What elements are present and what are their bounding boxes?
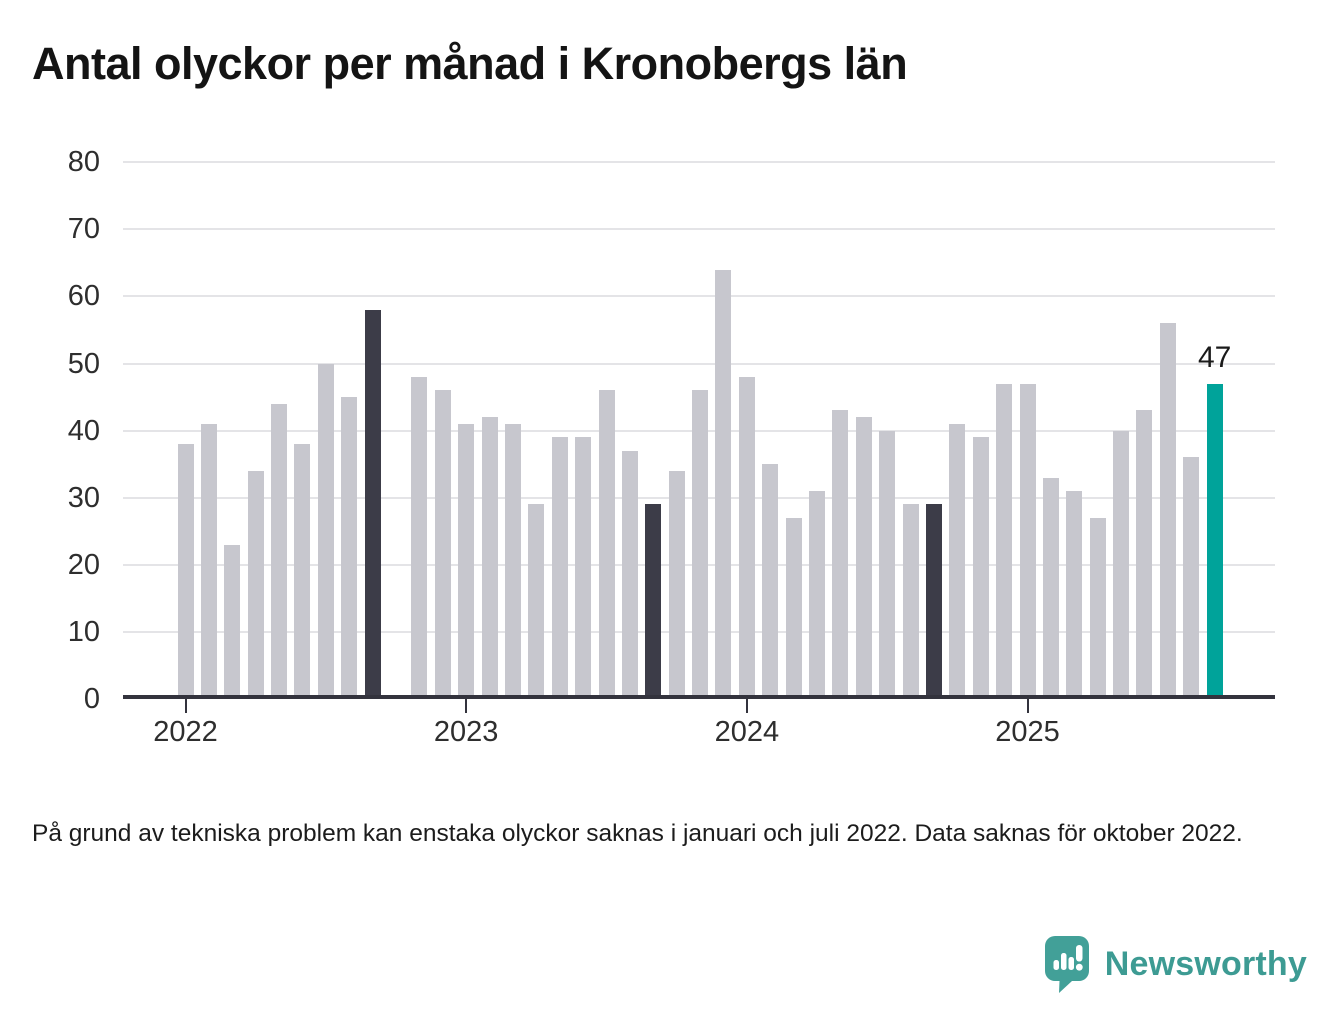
bar-2023-03 (504, 423, 521, 699)
y-axis-label-40: 40 (67, 414, 100, 447)
bar-2023-07 (598, 390, 615, 699)
bar-2024-11 (972, 437, 989, 699)
y-axis-label-20: 20 (67, 548, 100, 581)
bar-2024-09 (925, 504, 942, 699)
bar-2023-02 (481, 417, 498, 699)
bar-2022-06 (294, 444, 311, 699)
y-axis-label-50: 50 (67, 347, 100, 380)
bar-2023-10 (668, 470, 685, 699)
bar-2024-10 (949, 423, 966, 699)
newsworthy-logo-text: Newsworthy (1104, 945, 1307, 983)
chart-title: Antal olyckor per månad i Kronobergs län (32, 38, 908, 89)
gridline-70 (123, 228, 1275, 231)
bar-2023-09 (645, 504, 662, 699)
bar-2023-05 (551, 437, 568, 699)
bar-2024-06 (855, 417, 872, 699)
gridline-50 (123, 362, 1275, 365)
bar-2024-03 (785, 517, 802, 699)
bar-2022-12 (434, 390, 451, 699)
y-axis-label-10: 10 (67, 615, 100, 648)
y-axis-label-80: 80 (67, 146, 100, 179)
x-axis-tick-2023 (465, 699, 468, 713)
bar-2025-04 (1089, 517, 1106, 699)
newsworthy-bubble-chart-icon (1044, 936, 1091, 993)
bar-2025-05 (1113, 430, 1130, 699)
bar-2023-11 (692, 390, 709, 699)
bar-2022-11 (411, 376, 428, 699)
bar-2022-08 (341, 397, 358, 699)
bar-2022-01 (177, 444, 194, 699)
y-axis-label-0: 0 (83, 683, 100, 715)
y-axis-label-60: 60 (67, 280, 100, 313)
bar-2025-09 (1206, 383, 1223, 699)
bar-2022-03 (224, 544, 241, 699)
bar-2024-04 (809, 490, 826, 699)
bar-2024-05 (832, 410, 849, 699)
x-axis-label-2024: 2024 (714, 716, 780, 748)
bar-2022-05 (271, 403, 288, 699)
bar-chart: 0 10 20 30 40 50 60 70 80 2022 2023 2024 2025 47 (67, 146, 1275, 748)
x-axis-label-2022: 2022 (153, 716, 218, 748)
bar-2025-01 (1019, 383, 1036, 699)
bar-2023-08 (621, 450, 638, 699)
x-axis-tick-2024 (745, 699, 748, 713)
x-axis-label-2023: 2023 (433, 716, 499, 748)
bar-2022-07 (317, 363, 334, 699)
gridline-60 (123, 295, 1275, 298)
bar-2024-08 (902, 504, 919, 699)
newsworthy-logo: Newsworthy (1044, 936, 1307, 993)
y-axis-label-30: 30 (67, 481, 100, 514)
bar-2024-02 (762, 464, 779, 699)
bar-2022-09 (364, 309, 381, 699)
bar-2023-06 (575, 437, 592, 699)
bar-2025-06 (1136, 410, 1153, 699)
chart-footnote: På grund av tekniska problem kan enstaka… (32, 820, 1243, 847)
bar-2025-08 (1183, 457, 1200, 699)
y-axis-label-70: 70 (67, 213, 100, 246)
bar-2025-03 (1066, 490, 1083, 699)
bar-2023-01 (458, 423, 475, 699)
bar-2024-07 (879, 430, 896, 699)
bar-2023-12 (715, 269, 732, 699)
bar-2022-02 (200, 423, 217, 699)
x-axis-label-2025: 2025 (995, 716, 1060, 748)
x-axis-line (123, 695, 1275, 699)
bar-2024-12 (996, 383, 1013, 699)
x-axis-tick-2022 (184, 699, 187, 713)
bar-2025-07 (1159, 323, 1176, 699)
bar-2024-01 (738, 376, 755, 699)
bar-2022-04 (247, 470, 264, 699)
bar-2023-04 (528, 504, 545, 699)
gridline-80 (123, 161, 1275, 164)
bar-value-label: 47 (1197, 340, 1232, 374)
bar-2025-02 (1042, 477, 1059, 699)
x-axis-tick-2025 (1026, 699, 1029, 713)
